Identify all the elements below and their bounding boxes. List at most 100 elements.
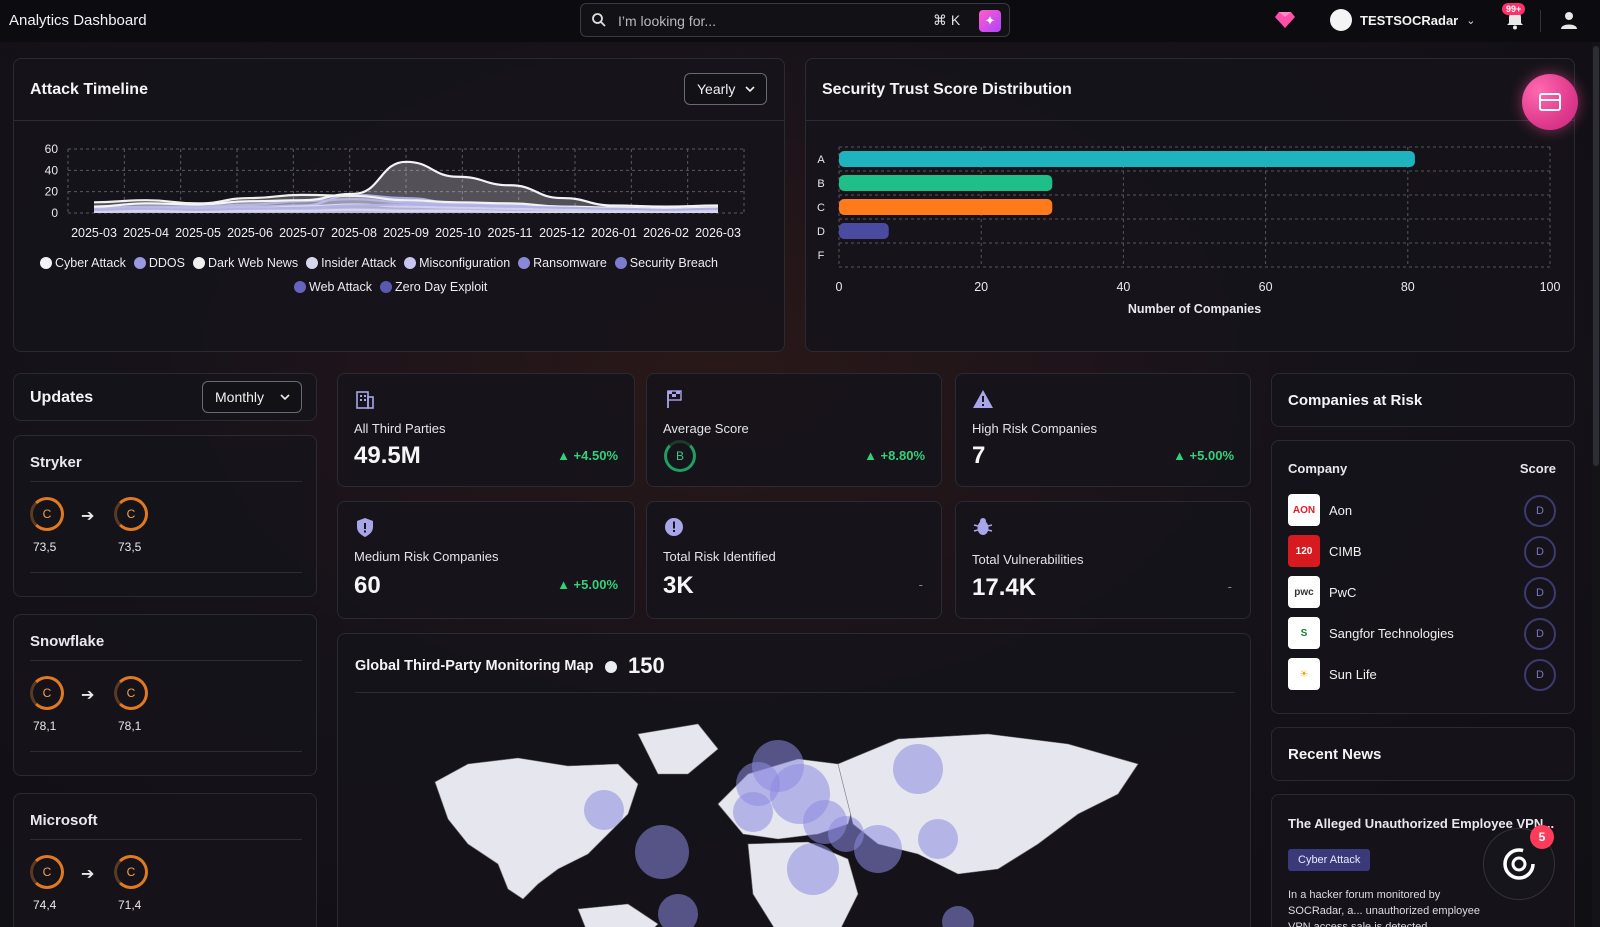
map-count: 150 xyxy=(628,653,665,678)
bar-grade-d[interactable] xyxy=(839,223,889,239)
legend-item[interactable]: Zero Day Exploit xyxy=(380,280,487,294)
score-from-value: 74,4 xyxy=(33,898,57,912)
arrow-right-icon: ➔ xyxy=(81,687,95,704)
map-count-dot xyxy=(605,661,617,673)
trust-score-card: Security Trust Score Distribution 0 20 40 6… xyxy=(805,58,1575,352)
map-title: Global Third-Party Monitoring Map xyxy=(355,658,594,674)
search-box[interactable]: I’m looking for... ⌘ K ✦ xyxy=(580,3,1010,37)
score-to-value: 78,1 xyxy=(118,719,142,733)
risk-company-row[interactable]: 120 CIMB D xyxy=(1288,534,1560,568)
bar-grade-a[interactable] xyxy=(839,151,1415,167)
news-tag[interactable]: Cyber Attack xyxy=(1288,849,1371,871)
risk-company-row[interactable]: AON Aon D xyxy=(1288,493,1560,527)
legend-swatch xyxy=(193,257,205,269)
y-tick-label: 40 xyxy=(45,163,59,177)
update-card-stryker[interactable]: Stryker C 73,5 ➔ C 73,5 xyxy=(13,435,317,597)
legend-item[interactable]: Cyber Attack xyxy=(40,256,126,270)
notification-badge: 99+ xyxy=(1502,3,1526,15)
bar-grade-b[interactable] xyxy=(839,175,1053,191)
stat-delta: - xyxy=(1227,579,1232,594)
world-map[interactable] xyxy=(338,694,1250,927)
legend-item[interactable]: Web Attack xyxy=(294,280,372,294)
timeline-period-dropdown[interactable]: Yearly xyxy=(684,73,767,105)
score-ring-from: C xyxy=(30,855,64,889)
stat-label: All Third Parties xyxy=(354,421,446,436)
company-logo: pwc xyxy=(1288,576,1320,608)
x-tick-label: 2025-11 xyxy=(488,226,533,240)
scrollbar-thumb[interactable] xyxy=(1593,46,1599,466)
x-tick-label: 40 xyxy=(1116,280,1130,294)
legend-swatch xyxy=(133,257,146,269)
legend-item[interactable]: Ransomware xyxy=(518,256,607,270)
series-line-ddos[interactable] xyxy=(93,203,719,211)
companies-at-risk-title: Companies at Risk xyxy=(1288,392,1423,409)
ai-sparkle-icon[interactable]: ✦ xyxy=(979,10,1001,32)
bar-grade-c[interactable] xyxy=(839,199,1053,215)
score-from-value: 78,1 xyxy=(33,719,57,733)
x-tick-label: 100 xyxy=(1540,280,1561,294)
search-input[interactable]: I’m looking for... xyxy=(618,13,717,29)
risk-company-row[interactable]: ☀ Sun Life D xyxy=(1288,657,1560,691)
legend-label: Cyber Attack xyxy=(55,256,126,270)
score-ring-to: C xyxy=(114,676,148,710)
stat-label: Average Score xyxy=(663,421,749,436)
diamond-icon[interactable] xyxy=(1275,12,1295,28)
timeline-legend-row-2: Web Attack Zero Day Exploit xyxy=(294,280,487,294)
company-score-ring: D xyxy=(1524,536,1556,568)
legend-item[interactable]: Security Breach xyxy=(614,256,718,270)
stat-total-risk[interactable]: Total Risk Identified 3K - xyxy=(646,501,942,619)
company-logo: AON xyxy=(1288,494,1320,526)
x-tick-label: 2025-06 xyxy=(227,226,273,240)
y-tick-label: 0 xyxy=(51,206,58,220)
series-line-insider-attack[interactable] xyxy=(93,208,718,214)
x-tick-label: 2025-12 xyxy=(539,226,585,240)
legend-item[interactable]: Misconfiguration xyxy=(404,256,510,270)
stat-high-risk[interactable]: High Risk Companies 7 ▲ +5.00% xyxy=(955,373,1251,487)
stat-all-third-parties[interactable]: All Third Parties 49.5M ▲ +4.50% xyxy=(337,373,635,487)
score-to-value: 71,4 xyxy=(118,898,142,912)
stat-medium-risk[interactable]: Medium Risk Companies 60 ▲ +5.00% xyxy=(337,501,635,619)
arrow-right-icon: ➔ xyxy=(81,866,95,883)
user-icon[interactable] xyxy=(1560,11,1578,29)
legend-swatch xyxy=(380,281,392,293)
score-ring-from: C xyxy=(30,497,64,531)
stat-label: Total Risk Identified xyxy=(663,549,776,564)
update-card-microsoft[interactable]: Microsoft C 74,4 ➔ C 71,4 xyxy=(13,793,317,927)
risk-company-row[interactable]: S Sangfor Technologies D xyxy=(1288,616,1560,650)
series-line-cyber-attack[interactable] xyxy=(93,160,719,208)
company-score-ring: D xyxy=(1524,659,1556,691)
updates-title: Updates xyxy=(30,389,94,406)
updates-header-card: Updates Monthly xyxy=(13,373,317,421)
timeline-legend-row-1: Cyber Attack DDOS Dark Web News Insider Att… xyxy=(40,256,718,270)
legend-label: Insider Attack xyxy=(321,256,397,270)
company-logo: S xyxy=(1288,617,1320,649)
updates-period-dropdown[interactable]: Monthly xyxy=(202,381,302,413)
floating-action-button[interactable] xyxy=(1522,74,1578,130)
risk-company-row[interactable]: pwc PwC D xyxy=(1288,575,1560,609)
legend-item[interactable]: Insider Attack xyxy=(306,256,396,270)
stat-delta: - xyxy=(918,577,923,592)
series-area-cyber-attack xyxy=(94,161,718,213)
stat-total-vulnerabilities[interactable]: Total Vulnerabilities 17.4K - xyxy=(955,501,1251,619)
page-scrollbar[interactable] xyxy=(1592,42,1600,927)
company-score-ring: D xyxy=(1524,618,1556,650)
map-marker xyxy=(918,819,958,859)
score-ring-to: C xyxy=(114,497,148,531)
card-icon xyxy=(1539,93,1561,111)
legend-item[interactable]: Dark Web News xyxy=(193,256,298,270)
legend-swatch xyxy=(294,281,306,293)
news-headline[interactable]: The Alleged Unauthorized Employee VPN... xyxy=(1288,816,1555,831)
x-tick-label: 2025-10 xyxy=(435,226,481,240)
legend-item[interactable]: DDOS xyxy=(133,256,185,270)
y-tick-label: F xyxy=(818,250,825,262)
y-tick-label: D xyxy=(817,226,825,238)
series-area-ddos xyxy=(94,204,718,213)
company-logo: 120 xyxy=(1288,535,1320,567)
y-tick-label: C xyxy=(817,202,825,214)
org-switcher[interactable]: TESTSOCRadar ⌄ xyxy=(1330,9,1475,31)
stat-average-score[interactable]: Average Score B ▲ +8.80% xyxy=(646,373,942,487)
x-tick-label: 2026-03 xyxy=(695,226,741,240)
card-divider xyxy=(30,572,302,573)
update-card-snowflake[interactable]: Snowflake C 78,1 ➔ C 78,1 xyxy=(13,614,317,776)
